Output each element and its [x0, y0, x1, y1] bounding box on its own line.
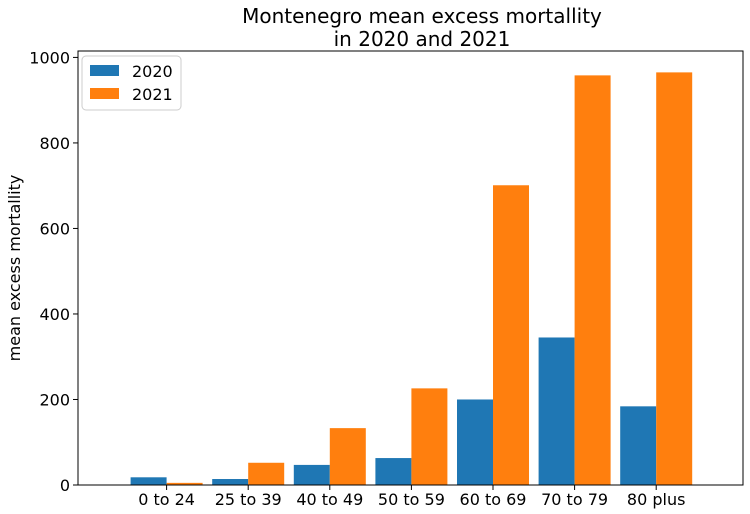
y-tick-label-1000: 1000 — [29, 48, 70, 67]
y-tick-label-200: 200 — [39, 390, 70, 409]
bar-2021-60-to-69 — [493, 185, 529, 485]
x-tick-label-50-to-59: 50 to 59 — [378, 490, 445, 509]
bar-2020-70-to-79 — [538, 337, 575, 485]
bar-2021-70-to-79 — [574, 75, 611, 486]
bar-2021-50-to-59 — [411, 388, 448, 485]
chart-title-line-1: Montenegro mean excess mortallity — [242, 4, 602, 28]
y-tick-label-0: 0 — [60, 476, 70, 495]
x-tick-label-40-to-49: 40 to 49 — [296, 490, 363, 509]
bar-2021-80-plus — [656, 72, 693, 486]
bar-2020-0-to-24 — [130, 477, 167, 485]
x-tick-label-70-to-79: 70 to 79 — [541, 490, 608, 509]
y-axis-label: mean excess mortallity — [5, 175, 24, 362]
y-tick-label-800: 800 — [39, 134, 70, 153]
bar-2021-0-to-24 — [166, 482, 203, 485]
bar-2021-25-to-39 — [248, 462, 285, 485]
legend-label-2021: 2021 — [132, 85, 173, 104]
legend-swatch-2020 — [90, 65, 119, 76]
plot-area: 0 200 400 600 800 1000 0 to 24 25 to 39 40 to 49… — [29, 48, 744, 509]
bar-2020-40-to-49 — [293, 464, 330, 485]
x-tick-label-60-to-69: 60 to 69 — [460, 490, 527, 509]
bar-2020-60-to-69 — [457, 399, 493, 485]
axes-frame — [77, 50, 744, 486]
bar-2020-25-to-39 — [212, 479, 249, 485]
legend: 2020 2021 — [81, 55, 182, 111]
bar-2021-40-to-49 — [329, 428, 366, 485]
legend-label-2020: 2020 — [132, 62, 173, 81]
bar-2020-80-plus — [620, 406, 657, 485]
chart-title-line-2: in 2020 and 2021 — [334, 27, 511, 51]
x-tick-label-25-to-39: 25 to 39 — [215, 490, 282, 509]
y-tick-label-600: 600 — [39, 219, 70, 238]
legend-swatch-2021 — [90, 88, 119, 99]
x-tick-label-80-plus: 80 plus — [627, 490, 686, 509]
bar-2020-50-to-59 — [375, 458, 412, 485]
x-tick-label-0-to-24: 0 to 24 — [138, 490, 195, 509]
y-tick-label-400: 400 — [39, 305, 70, 324]
